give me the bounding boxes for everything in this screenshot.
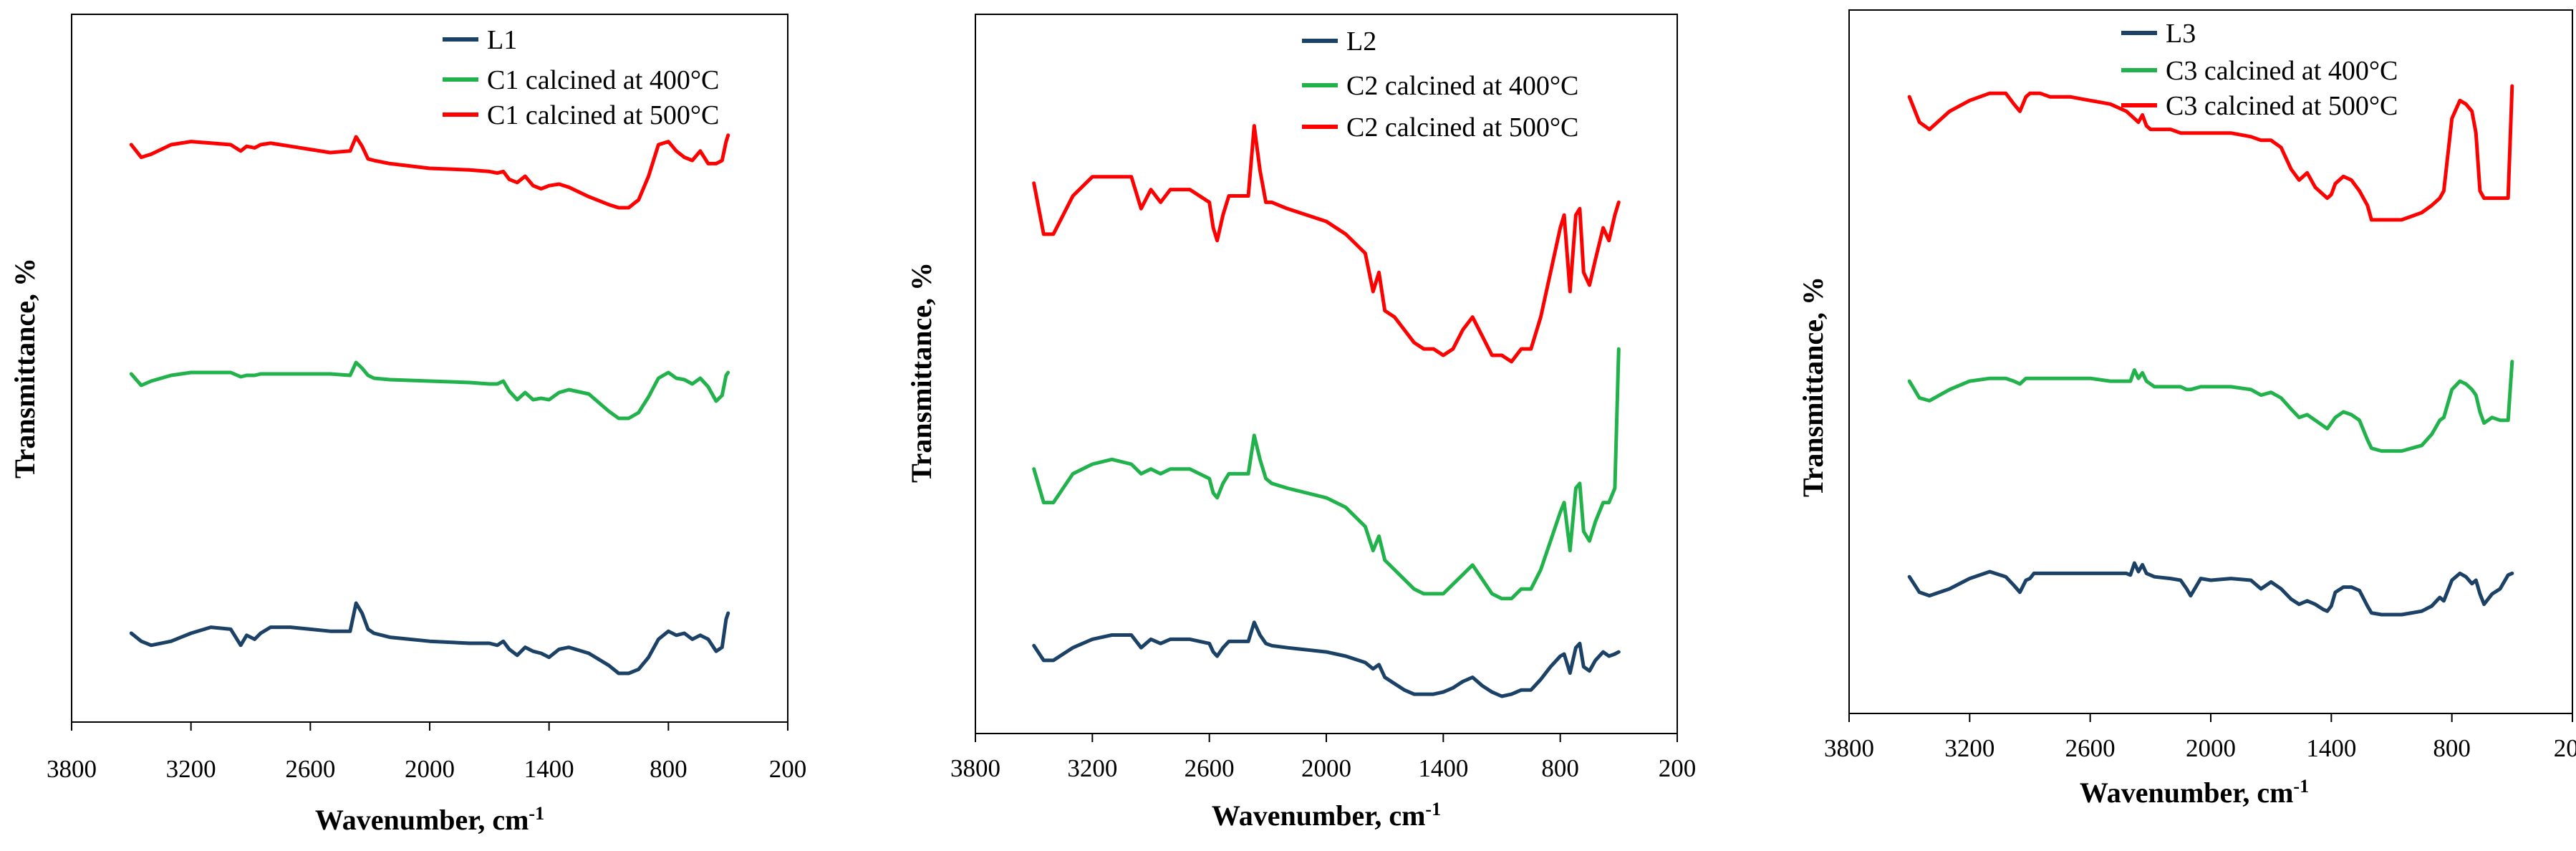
panel-1: 3800 3200 2600 2000 1400 800 200 L1 C1 calcine… [9,14,806,836]
legend-label-L3: L3 [2166,19,2196,49]
series-line-c1-calcined-at-500-c [129,133,730,210]
legend-label-C2-400: C2 calcined at 400°C [1346,71,1578,101]
panel-1-series [129,133,730,675]
series-line-l3 [1907,561,2514,617]
panel-2-series [1032,124,1621,698]
legend-label-L1: L1 [487,25,517,55]
legend-label-C2-500: C2 calcined at 500°C [1346,112,1578,143]
x-tick-label-1400: 1400 [1418,754,1468,782]
series-line-l2 [1032,620,1621,698]
panel-1-y-axis-title: Transmittance, % [9,258,41,479]
series-line-c2-calcined-at-400-c [1032,347,1621,601]
series-line-c1-calcined-at-400-c [129,360,730,420]
panel-2-x-axis-title: Wavenumber, cm-1 [1212,799,1441,832]
series-line-c3-calcined-at-400-c [1907,360,2514,453]
x-tick-label-3800: 3800 [1824,734,1874,762]
legend-label-C1-400: C1 calcined at 400°C [487,65,719,95]
series-line-c3-calcined-at-500-c [1907,84,2514,222]
panel-2-y-axis-title: Transmittance, % [905,262,937,483]
series-line-c2-calcined-at-500-c [1032,124,1621,364]
x-tick-label-3800: 3800 [950,754,1000,782]
panel-2-x-ticks: 3800 3200 2600 2000 1400 800 200 [950,734,1696,782]
panel-3-legend: L3 C3 calcined at 400°C C3 calcined at 5… [2121,19,2398,121]
legend-label-C1-500: C1 calcined at 500°C [487,100,719,130]
series-line-l1 [129,601,730,675]
legend-label-L2: L2 [1346,27,1376,57]
x-tick-label-3200: 3200 [166,755,216,783]
panel-3: 3800 3200 2600 2000 1400 800 200 L3 C3 calcine… [1797,9,2576,809]
x-tick-label-200: 200 [1659,754,1697,782]
x-tick-label-800: 800 [1541,754,1579,782]
panel-1-x-axis-title: Wavenumber, cm-1 [315,803,544,836]
panel-3-x-axis-title: Wavenumber, cm-1 [2080,776,2309,809]
panel-1-x-ticks: 3800 3200 2600 2000 1400 800 200 [47,722,806,783]
x-tick-label-3200: 3200 [1944,734,1994,762]
x-tick-label-2000: 2000 [2186,734,2236,762]
x-tick-label-200: 200 [2554,734,2576,762]
legend-label-C3-400: C3 calcined at 400°C [2166,56,2398,86]
x-tick-label-2600: 2600 [2065,734,2116,762]
x-tick-label-2000: 2000 [405,755,455,783]
x-tick-label-800: 800 [2433,734,2471,762]
x-tick-label-1400: 1400 [524,755,574,783]
panel-3-x-ticks: 3800 3200 2600 2000 1400 800 200 [1824,713,2576,762]
panel-3-series [1907,84,2514,617]
x-tick-label-2000: 2000 [1301,754,1351,782]
panel-2-legend: L2 C2 calcined at 400°C C2 calcined at 5… [1302,27,1578,143]
panel-2: 3800 3200 2600 2000 1400 800 200 L2 C2 calcine… [905,14,1696,832]
x-tick-label-2600: 2600 [285,755,335,783]
x-tick-label-3800: 3800 [47,755,97,783]
x-tick-label-2600: 2600 [1185,754,1235,782]
x-tick-label-1400: 1400 [2306,734,2356,762]
panel-3-y-axis-title: Transmittance, % [1797,277,1829,497]
panel-1-legend: L1 C1 calcined at 400°C C1 calcined at 5… [443,25,719,130]
legend-label-C3-500: C3 calcined at 500°C [2166,91,2398,121]
x-tick-label-800: 800 [650,755,688,783]
x-tick-label-3200: 3200 [1067,754,1117,782]
x-tick-label-200: 200 [769,755,807,783]
